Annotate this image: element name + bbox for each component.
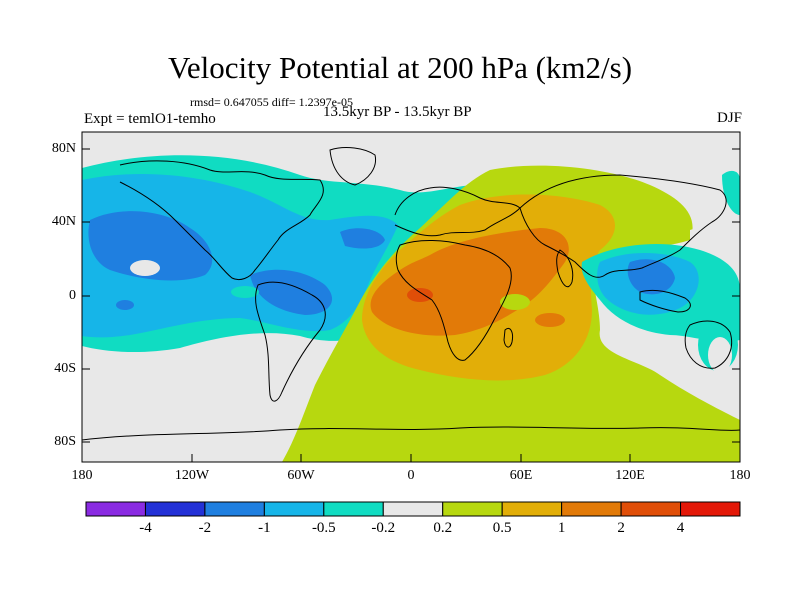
coast-maritime-continent (639, 289, 691, 313)
colorbar-box (204, 501, 265, 517)
contour-field (82, 132, 740, 462)
contour-light-green-spot (500, 294, 530, 310)
colorbar-label: 0.5 (492, 520, 512, 536)
colorbar (85, 501, 741, 517)
coast-asia (519, 174, 727, 278)
colorbar-label: -1 (258, 520, 271, 536)
contour-eastern-light (690, 227, 740, 251)
colorbar-label: -0.5 (311, 520, 336, 536)
lat-label-40n: 40N (51, 214, 76, 229)
colorbar-box (561, 501, 622, 517)
colorbar-box (620, 501, 682, 517)
lon-label-120e: 120E (615, 468, 645, 483)
lat-label-40s: 40S (54, 361, 76, 376)
contour-northeast-teal (722, 170, 740, 215)
colorbar-label: -4 (139, 520, 152, 536)
coast-south-america (255, 281, 326, 402)
lat-label-0: 0 (69, 288, 76, 303)
coast-africa (395, 239, 512, 361)
colorbar-label: -0.2 (371, 520, 396, 536)
colorbar-box (442, 501, 503, 517)
colorbar-box (144, 501, 206, 517)
contour-orange-spot (535, 313, 565, 327)
contour-dark-blue-1 (88, 211, 213, 281)
coast-madagascar (503, 327, 513, 348)
period-label: 13.5kyr BP - 13.5kyr BP (323, 104, 472, 120)
contour-teal-spot (231, 286, 259, 298)
colorbar-box (680, 501, 741, 517)
experiment-label: Expt = temlO1-temho (84, 111, 216, 127)
colorbar-box (501, 501, 563, 517)
contour-australia-light (708, 337, 732, 373)
coast-australia (684, 320, 733, 369)
rmsd-diff-stats: rmsd= 0.647055 diff= 1.2397e-05 (190, 95, 353, 109)
colorbar-box (263, 501, 325, 517)
colorbar-box (323, 501, 384, 517)
plot-title: Velocity Potential at 200 hPa (km2/s) (167, 50, 633, 85)
contour-positive-dark-orange (370, 228, 569, 336)
contour-dark-blue-3 (340, 228, 385, 249)
colorbar-label: 0.2 (433, 520, 453, 536)
lon-label-0: 0 (407, 468, 415, 483)
lat-ticks (82, 148, 740, 443)
colorbar-label: 4 (676, 520, 685, 536)
lon-label-180w: 180 (71, 468, 93, 483)
lat-label-80s: 80S (54, 434, 76, 449)
lat-label-80n: 80N (51, 141, 76, 156)
season-label: DJF (716, 110, 742, 126)
contour-light-spot-1 (130, 260, 160, 276)
coastlines (82, 147, 740, 441)
contour-dark-blue-2 (250, 269, 333, 315)
lon-label-120w: 120W (174, 468, 210, 483)
lon-label-60w: 60W (287, 468, 315, 483)
colorbar-label: 1 (557, 520, 566, 536)
coast-antarctica (82, 426, 740, 441)
colorbar-label: -2 (198, 520, 212, 536)
colorbar-label: 2 (617, 520, 625, 536)
colorbar-box (85, 501, 146, 517)
contour-eastern-dark-blue (627, 259, 675, 295)
lon-label-60e: 60E (509, 468, 533, 483)
lon-label-180e: 180 (729, 468, 751, 483)
lon-ticks (81, 454, 741, 462)
coast-india (556, 249, 574, 288)
coast-greenland (329, 147, 377, 186)
contour-red-spot (407, 288, 433, 302)
contour-small-blue (116, 300, 134, 310)
colorbar-box (382, 501, 444, 517)
coast-north-america (119, 160, 324, 281)
